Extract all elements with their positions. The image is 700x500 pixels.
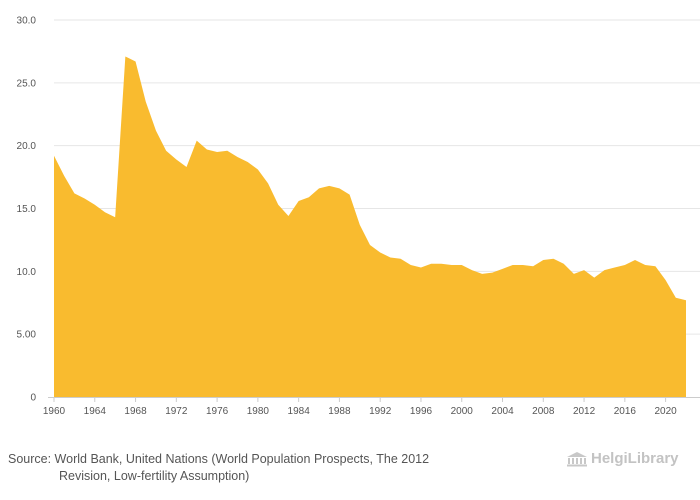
x-tick-label: 1980 [247, 406, 270, 417]
brand-logo: HelgiLibrary [566, 450, 679, 467]
x-tick-label: 1972 [165, 406, 188, 417]
x-tick-label: 2012 [573, 406, 596, 417]
y-tick-label: 5.00 [17, 330, 37, 341]
x-tick-label: 1960 [43, 406, 66, 417]
y-tick-label: 20.0 [17, 141, 37, 152]
source-line-2: Revision, Low-fertility Assumption) [59, 469, 250, 483]
area-series [54, 56, 686, 397]
source-note: Source: World Bank, United Nations (Worl… [8, 451, 528, 485]
y-axis-ticks: 0 5.00 10.0 15.0 20.0 25.0 30.0 [17, 16, 37, 404]
x-tick-label: 1996 [410, 406, 433, 417]
library-building-icon [567, 451, 587, 466]
x-tick-label: 1964 [84, 406, 107, 417]
x-tick-label: 1984 [288, 406, 311, 417]
x-tick-label: 2016 [614, 406, 637, 417]
y-tick-label: 10.0 [17, 267, 37, 278]
brand-name: HelgiLibrary [591, 450, 679, 467]
source-line-1: Source: World Bank, United Nations (Worl… [8, 452, 430, 466]
x-tick-label: 2020 [654, 406, 677, 417]
x-tick-label: 1988 [328, 406, 351, 417]
x-tick-label: 2004 [491, 406, 514, 417]
x-tick-label: 1976 [206, 406, 229, 417]
y-tick-label: 15.0 [17, 204, 37, 215]
x-tick-label: 2008 [532, 406, 555, 417]
y-tick-label: 0 [30, 393, 36, 404]
x-tick-label: 1992 [369, 406, 392, 417]
x-tick-label: 2000 [451, 406, 474, 417]
y-tick-label: 30.0 [17, 16, 37, 27]
x-tick-label: 1968 [124, 406, 147, 417]
x-axis-ticks: 1960 1964 1968 1972 1976 1980 1984 1988 1992 1996… [43, 397, 677, 417]
y-tick-label: 25.0 [17, 78, 37, 89]
